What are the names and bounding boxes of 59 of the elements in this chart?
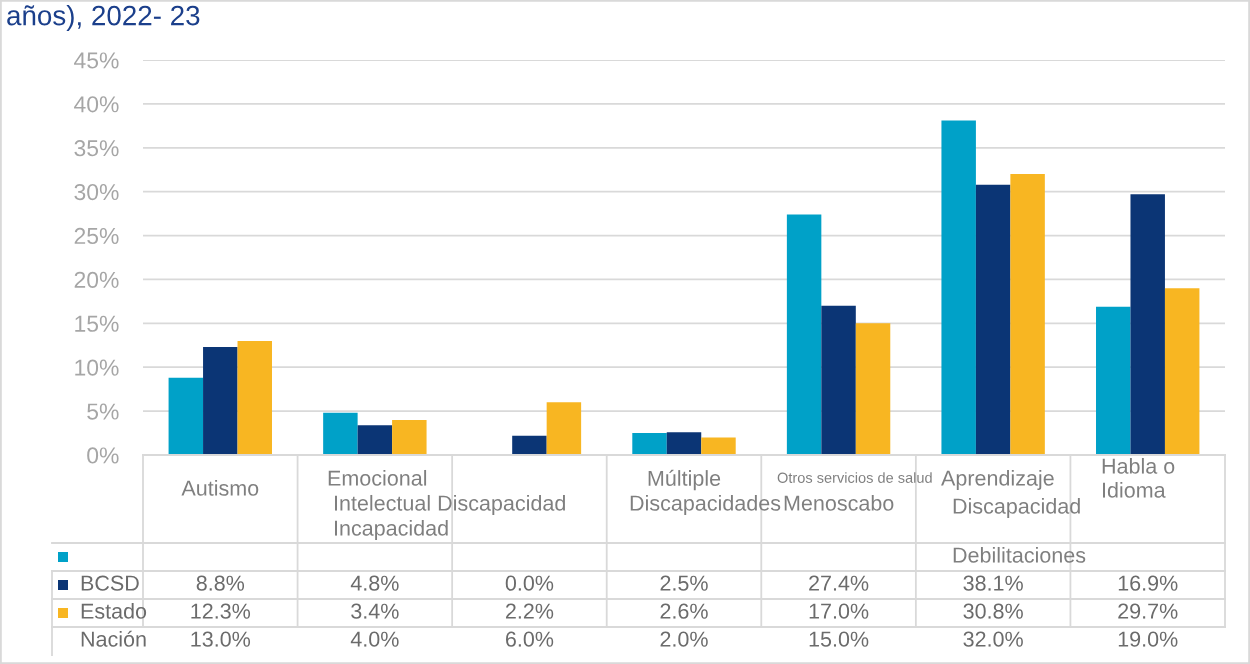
bar: [1096, 306, 1131, 455]
bar: [512, 435, 547, 455]
bar: [632, 433, 667, 455]
bar: [941, 120, 976, 455]
data-label: 15.0%: [809, 631, 869, 647]
bar: [1164, 288, 1200, 455]
data-label: 30.8%: [963, 603, 1023, 619]
data-label: 2.5%: [660, 575, 708, 591]
y-tick-label: 35%: [74, 140, 119, 157]
bar: [855, 323, 891, 455]
bar: [1130, 194, 1165, 455]
x-tick-label: Habla o Idioma: [1102, 457, 1175, 498]
y-tick-label: 40%: [74, 96, 119, 113]
bar: [786, 214, 822, 455]
bar: [357, 425, 393, 455]
data-label: 27.4%: [809, 575, 869, 591]
data-label: 8.8%: [196, 575, 245, 591]
data-label: 12.3%: [191, 603, 251, 619]
bar: [701, 437, 736, 455]
y-tick-label: 10%: [75, 359, 119, 376]
x-tick-label: Autismo: [181, 479, 259, 496]
bar: [237, 340, 272, 455]
data-label: 32.0%: [963, 631, 1023, 647]
y-tick-label: 45%: [74, 52, 119, 69]
x-tick-label: Emocional Intelectual Discapacidad Incapacidad: [328, 469, 565, 541]
category-label: Aprendizaje Discapacidad Debilitaciones: [941, 469, 1086, 563]
bar: [168, 377, 204, 455]
y-tick-label: 20%: [74, 271, 119, 288]
data-label: 38.1%: [963, 575, 1023, 591]
y-tick-label: 30%: [74, 183, 119, 201]
bar: [323, 412, 358, 455]
y-tick-label: 15%: [75, 315, 119, 332]
data-label: 2.0%: [660, 631, 708, 647]
bar: [975, 184, 1011, 455]
data-label: 6.0%: [505, 631, 554, 647]
bar: [392, 419, 427, 455]
data-label: 13.0%: [191, 631, 251, 647]
data-label: 4.0%: [350, 631, 399, 647]
data-label: 16.9%: [1118, 575, 1178, 591]
bar: [1010, 174, 1045, 455]
data-label: 2.6%: [660, 603, 708, 619]
data-label: 29.7%: [1118, 603, 1178, 619]
data-label: 0.0%: [505, 575, 554, 591]
y-tick-label: 0%: [87, 447, 119, 464]
data-label: 4.8%: [350, 575, 399, 591]
bar: [203, 347, 238, 455]
data-label: 19.0%: [1118, 631, 1178, 647]
bar: [666, 432, 702, 455]
legend-label: BCSD: [81, 575, 139, 591]
data-label: 3.4%: [351, 603, 399, 619]
y-tick-label: 5%: [87, 403, 119, 420]
data-label: 17.0%: [809, 603, 869, 619]
legend-label: Estado: [81, 602, 147, 619]
chart-title: años), 2022- 23: [7, 5, 200, 31]
bar: [546, 402, 582, 455]
legend-label: Nación: [81, 630, 146, 647]
y-tick-label: 25%: [74, 227, 119, 245]
data-label: 2.2%: [505, 603, 554, 619]
bar: [821, 305, 856, 455]
